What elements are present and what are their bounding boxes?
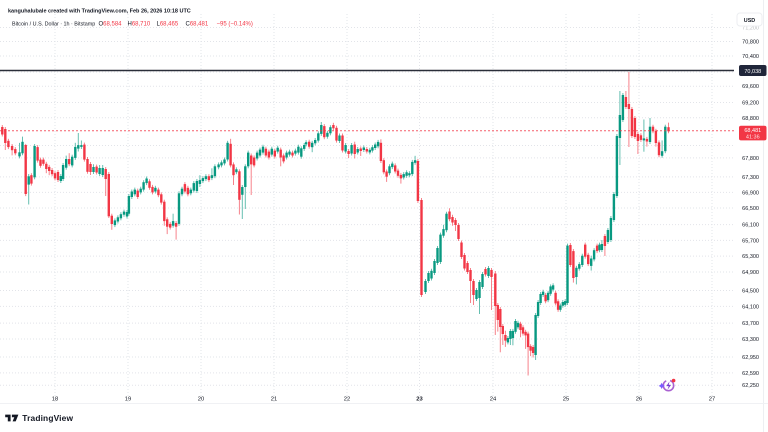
svg-text:66,900: 66,900 bbox=[742, 190, 759, 196]
svg-text:26: 26 bbox=[636, 397, 642, 403]
svg-text:63,300: 63,300 bbox=[742, 337, 759, 343]
svg-text:19: 19 bbox=[125, 397, 131, 403]
svg-text:18: 18 bbox=[52, 397, 58, 403]
svg-text:L68,465: L68,465 bbox=[157, 21, 179, 27]
svg-text:69,600: 69,600 bbox=[742, 84, 759, 90]
svg-text:O68,584: O68,584 bbox=[99, 21, 123, 27]
svg-text:69,200: 69,200 bbox=[742, 101, 759, 107]
svg-text:23: 23 bbox=[416, 397, 423, 403]
svg-text:20: 20 bbox=[198, 397, 204, 403]
svg-text:21: 21 bbox=[271, 397, 277, 403]
svg-text:67,800: 67,800 bbox=[742, 156, 759, 162]
svg-text:66,500: 66,500 bbox=[742, 206, 759, 212]
svg-text:22: 22 bbox=[344, 397, 350, 403]
svg-text:25: 25 bbox=[563, 397, 569, 403]
svg-text:41:36: 41:36 bbox=[746, 135, 760, 141]
svg-text:68,800: 68,800 bbox=[742, 116, 759, 122]
svg-text:24: 24 bbox=[490, 397, 497, 403]
svg-text:62,250: 62,250 bbox=[742, 383, 759, 389]
svg-text:67,300: 67,300 bbox=[742, 175, 759, 181]
svg-text:70,800: 70,800 bbox=[742, 40, 759, 46]
svg-text:27: 27 bbox=[709, 397, 715, 403]
svg-text:TradingView: TradingView bbox=[22, 413, 73, 423]
svg-text:Bitcoin / U.S. Dollar · 1h · B: Bitcoin / U.S. Dollar · 1h · Bitstamp bbox=[12, 21, 95, 27]
svg-text:64,500: 64,500 bbox=[742, 289, 759, 295]
svg-text:65,300: 65,300 bbox=[742, 254, 759, 260]
svg-text:70,038: 70,038 bbox=[744, 69, 761, 75]
svg-text:66,100: 66,100 bbox=[742, 223, 759, 229]
svg-text:70,400: 70,400 bbox=[742, 54, 759, 60]
svg-text:64,100: 64,100 bbox=[742, 304, 759, 310]
svg-text:C68,481: C68,481 bbox=[186, 21, 209, 27]
svg-text:USD: USD bbox=[744, 18, 755, 24]
svg-text:63,700: 63,700 bbox=[742, 321, 759, 327]
svg-text:65,700: 65,700 bbox=[742, 238, 759, 244]
svg-text:68,481: 68,481 bbox=[744, 128, 761, 134]
svg-text:62,950: 62,950 bbox=[742, 355, 759, 361]
svg-text:71,200: 71,200 bbox=[742, 26, 759, 32]
svg-text:62,590: 62,590 bbox=[742, 371, 759, 377]
svg-text:64,900: 64,900 bbox=[742, 270, 759, 276]
svg-text:kanguhalubale created with Tra: kanguhalubale created with TradingView.c… bbox=[8, 9, 191, 15]
svg-text:−95 (−0.14%): −95 (−0.14%) bbox=[217, 21, 253, 27]
svg-text:H68,710: H68,710 bbox=[128, 21, 151, 27]
